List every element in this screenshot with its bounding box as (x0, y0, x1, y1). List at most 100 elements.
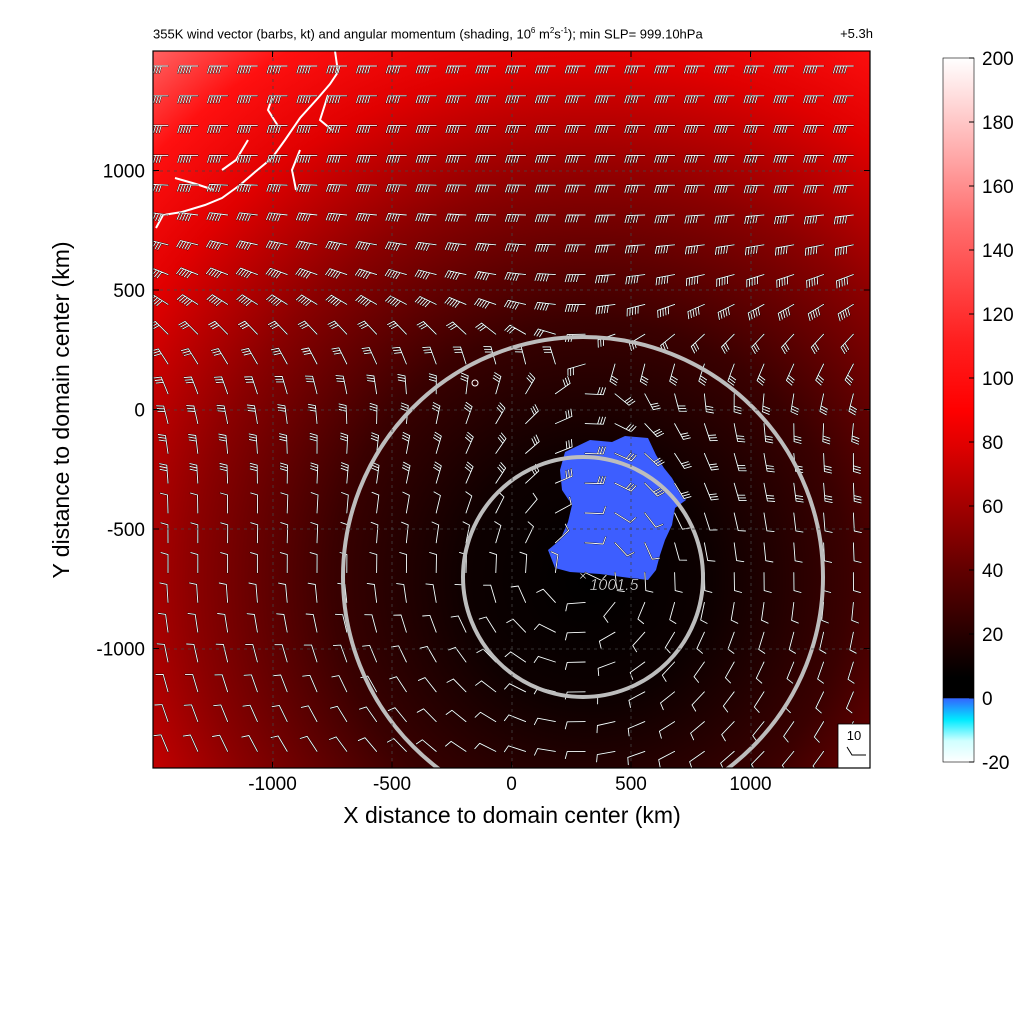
wind-barb (270, 735, 288, 752)
wind-barb (415, 125, 437, 134)
wind-barb (822, 423, 831, 445)
wind-barb (733, 452, 747, 472)
wind-barb (186, 643, 199, 663)
wind-barb (206, 294, 229, 307)
wind-barb (851, 423, 860, 445)
wind-barb (159, 582, 169, 603)
plot-title: 355K wind vector (barbs, kt) and angular… (153, 26, 873, 46)
wind-barb (743, 184, 765, 194)
wind-barb (250, 552, 258, 574)
y-axis: -1000 -500 0 500 1000 (96, 162, 870, 661)
y-tick-label: 1000 (103, 162, 145, 183)
wind-barb (310, 492, 319, 514)
wind-barb (503, 745, 527, 753)
wind-barb (265, 267, 288, 279)
wind-barb (614, 542, 635, 557)
wind-barb (213, 376, 229, 395)
wind-barb (624, 65, 646, 74)
wind-barb (660, 691, 676, 711)
wind-barb (397, 373, 407, 395)
wind-barb (684, 244, 705, 255)
x-axis-label: X distance to domain center (km) (343, 802, 680, 828)
wind-barb (554, 496, 572, 514)
wind-barb (156, 405, 169, 425)
wind-barb (632, 631, 646, 653)
y-tick-label: 500 (113, 281, 145, 302)
wind-barb (153, 268, 169, 279)
wind-barb (391, 346, 407, 365)
wind-barb (534, 95, 556, 104)
wind-barb (664, 631, 676, 654)
wind-barb (266, 294, 288, 307)
wind-barb (674, 452, 692, 469)
title-mid2: s (554, 26, 561, 42)
wind-barb (713, 125, 735, 134)
wind-barb (534, 184, 556, 193)
wind-barb (550, 551, 559, 574)
wind-barb (390, 645, 407, 663)
wind-barb (773, 154, 795, 163)
wind-barb (594, 125, 616, 134)
wind-barb (159, 463, 169, 484)
wind-barb (598, 631, 616, 649)
wind-barb (180, 348, 199, 365)
wind-barb (385, 213, 407, 222)
wind-barb (733, 512, 746, 532)
wind-barb (475, 213, 497, 223)
wind-barb (786, 661, 795, 684)
wind-barb (245, 643, 258, 663)
wind-barb (153, 240, 169, 250)
wind-barb (309, 552, 318, 574)
wind-barb (475, 154, 497, 163)
wind-barb (371, 491, 380, 514)
wind-barb (793, 572, 802, 593)
wind-barb (366, 374, 378, 395)
wind-barb (401, 432, 411, 454)
wind-barb (356, 154, 378, 163)
wind-barb (249, 462, 258, 484)
wind-barb (763, 482, 776, 502)
wind-barb (389, 676, 407, 693)
wind-barb (505, 95, 527, 104)
wind-barb (700, 601, 708, 624)
x-tick-label: -500 (373, 774, 411, 795)
colorbar-tick-label: 0 (982, 689, 993, 710)
wind-barb (414, 241, 437, 251)
wind-barb (296, 95, 318, 104)
wind-barb (624, 95, 646, 104)
wind-barb (445, 125, 467, 134)
wind-barb (177, 154, 199, 163)
wind-barb (176, 294, 199, 306)
wind-barb (415, 95, 437, 104)
wind-barb (847, 661, 855, 684)
wind-barb (626, 303, 646, 317)
wind-barb (177, 65, 199, 74)
wind-barb (584, 446, 606, 455)
wind-barb (178, 320, 199, 335)
wind-barb (781, 750, 795, 768)
wind-barb (803, 95, 825, 104)
wind-barb (267, 320, 288, 335)
wind-barb (270, 347, 288, 365)
wind-barbs (153, 65, 863, 768)
wind-barb (594, 95, 616, 104)
wind-barb (326, 95, 348, 104)
y-tick-label: -1000 (96, 640, 145, 661)
wind-barb (325, 212, 348, 222)
wind-barb (206, 212, 229, 222)
wind-barb (415, 213, 437, 222)
wind-barb (542, 346, 556, 365)
wind-barb (504, 214, 527, 223)
wind-barb (564, 154, 586, 163)
wind-barb (803, 125, 825, 134)
wind-barb (302, 674, 318, 693)
wind-barb (246, 613, 258, 633)
wind-barb (190, 492, 199, 514)
wind-barb (385, 125, 407, 134)
wind-barb (295, 212, 318, 222)
wind-barb (654, 95, 676, 104)
wind-barb (266, 65, 288, 74)
wind-barb (340, 462, 349, 484)
wind-barb (326, 125, 348, 134)
colorbar-tick-label: 40 (982, 561, 1003, 582)
